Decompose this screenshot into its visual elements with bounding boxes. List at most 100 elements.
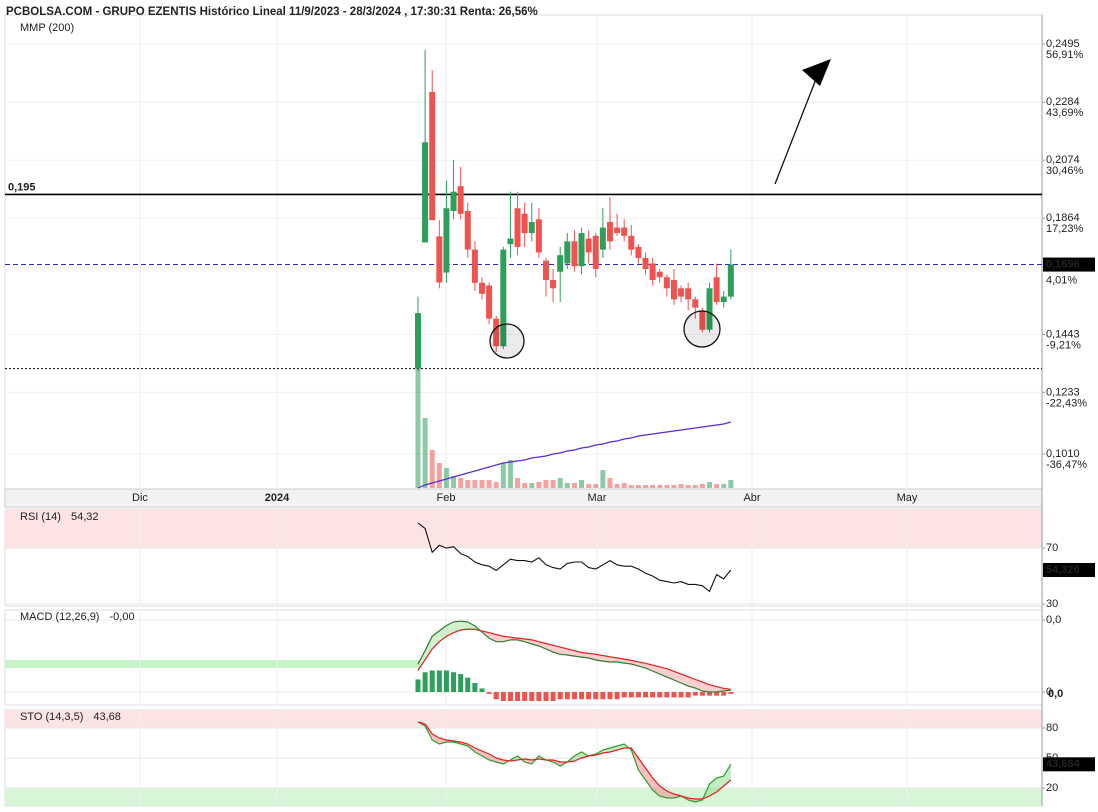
volume-bar [486, 480, 492, 488]
fill-between [581, 652, 589, 659]
arrow-head [802, 59, 831, 86]
candle-body [571, 241, 578, 267]
level-label: 0,195 [8, 181, 36, 193]
candle-body [564, 241, 571, 264]
fill-between [723, 764, 731, 786]
histogram-bar [486, 692, 492, 694]
histogram-bar [451, 672, 457, 693]
fill-between [602, 655, 610, 662]
volume-bar [579, 480, 585, 488]
candle-body [493, 318, 500, 347]
candle-body [443, 208, 450, 273]
overbought-zone [5, 509, 1042, 548]
y-tick-label: 0,2074 [1046, 154, 1080, 166]
volume-bar [650, 485, 656, 488]
volume-bar [678, 484, 684, 488]
histogram-bar [507, 692, 513, 702]
volume-bar [415, 368, 421, 488]
candle-body [678, 288, 685, 297]
candle-body [699, 310, 706, 330]
candle-body [550, 280, 557, 289]
fill-between [645, 768, 653, 790]
fill-between [695, 679, 703, 691]
volume-bar [458, 478, 464, 488]
value-box-label: 0,0 [1048, 688, 1063, 700]
histogram-bar [515, 692, 521, 702]
histogram-bar [621, 692, 627, 698]
fill-between [545, 643, 554, 653]
fill-between [666, 791, 674, 798]
histogram-bar [571, 692, 577, 700]
volume-bar [465, 480, 471, 488]
return-label: -36,47% [1046, 459, 1087, 471]
volume-ma-line [417, 421, 731, 489]
candle-body [429, 92, 436, 221]
candle-body [450, 191, 457, 212]
histogram-bar [635, 692, 641, 698]
macd-panel [4, 609, 1043, 706]
indicator-line [417, 620, 731, 693]
candle-body [628, 235, 635, 250]
candle-body [585, 238, 592, 253]
fill-between [503, 636, 511, 642]
volume-bar [628, 485, 634, 488]
fill-between [659, 786, 667, 798]
overbought-zone [5, 710, 1042, 728]
fill-between [460, 621, 468, 630]
histogram-bar [664, 692, 670, 698]
return-label: -22,43% [1046, 397, 1087, 409]
fill-between [688, 676, 696, 689]
fill-between [638, 758, 646, 780]
volume-bar [699, 484, 705, 488]
panel-title: STO (14,3,5) [20, 711, 83, 723]
candle-body [692, 299, 699, 308]
annotation-arrow [774, 73, 819, 185]
candle-body [521, 213, 528, 234]
volume-bar [614, 484, 620, 488]
candle-body [486, 285, 493, 319]
histogram-bar [650, 692, 656, 698]
annotation-circle [489, 323, 525, 359]
candle-body [656, 271, 663, 278]
volume-bar [643, 485, 649, 488]
fill-between [716, 776, 724, 792]
y-tick-label: 80 [1046, 722, 1058, 734]
return-label: 30,46% [1046, 165, 1084, 177]
return-label: 43,69% [1046, 107, 1084, 119]
candle-body [720, 296, 727, 303]
value-box [1043, 562, 1095, 577]
macd-band [5, 660, 420, 668]
candle-body [606, 222, 613, 242]
return-label: 56,91% [1046, 49, 1084, 61]
candle-body [542, 260, 549, 281]
candle-body [528, 222, 535, 234]
panel-title: MACD (12,26,9) [20, 611, 99, 623]
candle-body [578, 233, 585, 267]
histogram-bar [543, 692, 549, 702]
volume-bar [529, 483, 535, 488]
grid [5, 15, 1045, 806]
histogram-bar [643, 692, 649, 698]
y-tick-label: 0,2284 [1046, 96, 1080, 108]
volume-bar [451, 476, 457, 488]
y-tick-label: 0 [1046, 686, 1052, 698]
candle-body [422, 142, 429, 243]
candle-body [685, 288, 692, 300]
y-tick-label: 30 [1046, 598, 1058, 610]
fill-between [553, 645, 561, 655]
candle-body [614, 227, 621, 234]
fill-between [595, 654, 603, 662]
histogram-bar [607, 692, 613, 700]
volume-bar [557, 478, 563, 488]
histogram-bar [458, 674, 464, 693]
volume-bar [721, 484, 727, 488]
histogram-bar [657, 692, 663, 698]
fill-between [666, 668, 674, 680]
candle-body [457, 186, 464, 214]
candle-body [557, 255, 564, 272]
x-tick-label: Feb [437, 492, 456, 504]
candle-body [713, 277, 720, 303]
candle-body [663, 277, 670, 289]
fill-between [432, 734, 440, 744]
histogram-bar [415, 679, 421, 693]
